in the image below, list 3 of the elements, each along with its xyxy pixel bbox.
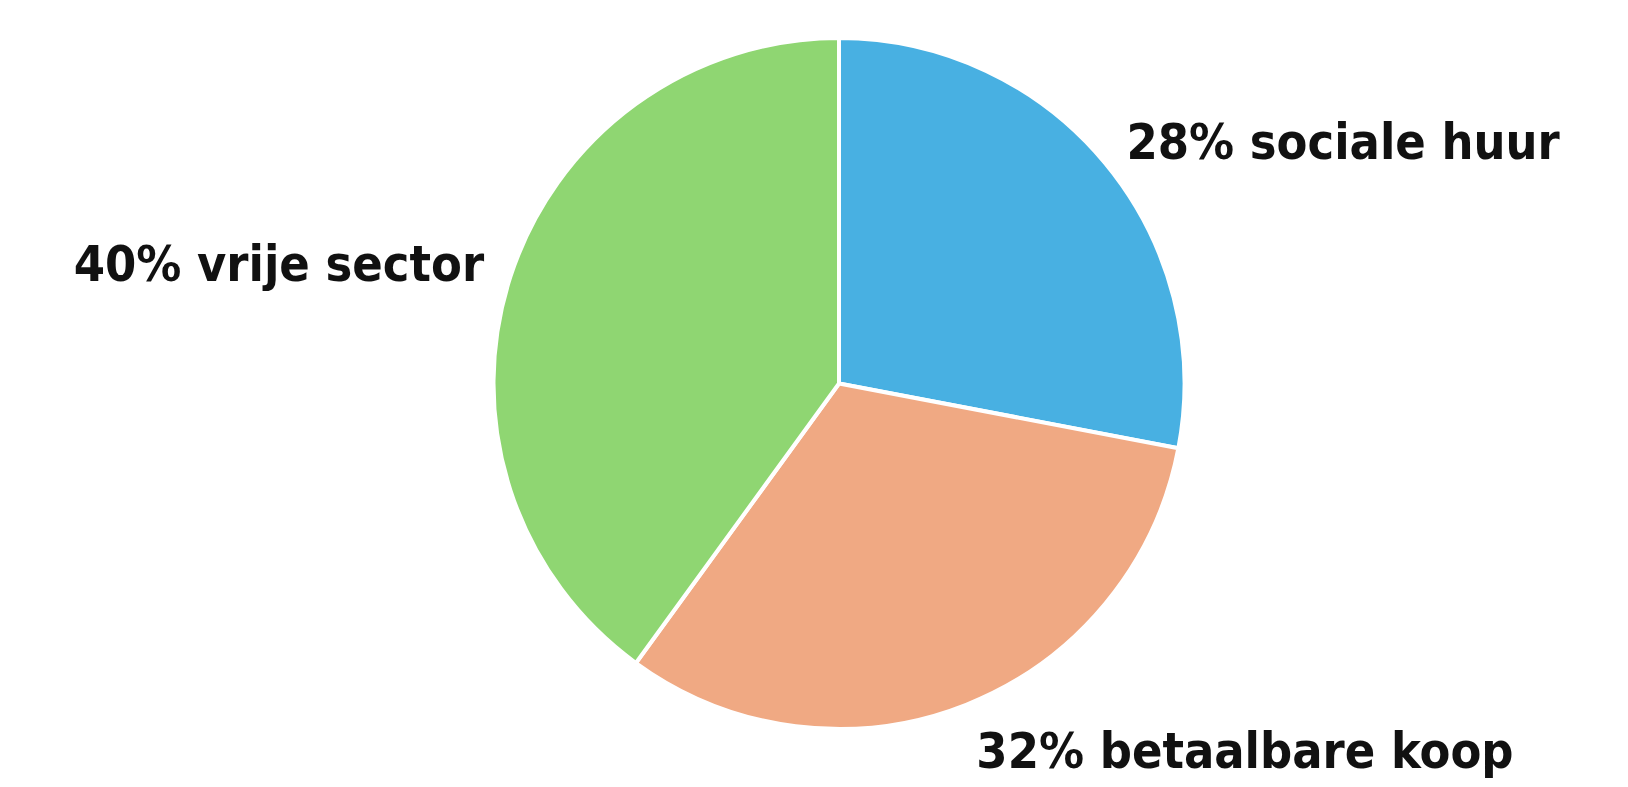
slice-label: 28% sociale huur bbox=[1126, 112, 1561, 171]
slice-label: 40% vrije sector bbox=[73, 235, 485, 294]
slice-label: 32% betaalbare koop bbox=[976, 722, 1514, 781]
